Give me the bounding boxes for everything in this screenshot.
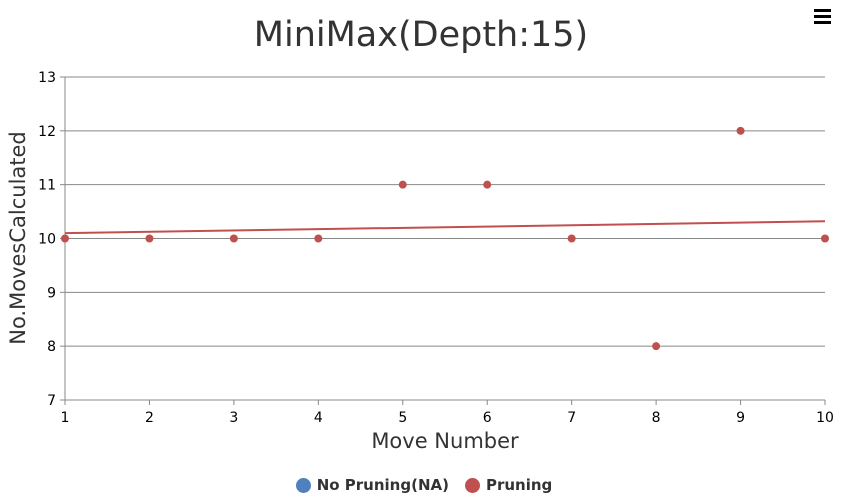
x-tick-label: 3 [229,410,238,426]
legend-label: Pruning [485,476,553,494]
y-tick-label: 10 [38,232,56,248]
x-tick-label: 8 [652,410,661,426]
data-point[interactable] [314,234,323,243]
data-point[interactable] [652,342,661,351]
y-tick-label: 9 [47,285,56,301]
y-tick-label: 8 [47,339,56,355]
data-point[interactable] [736,126,745,135]
y-tick-label: 11 [38,178,56,194]
data-point[interactable] [229,234,238,243]
x-tick-label: 9 [736,410,745,426]
x-tick-label: 6 [483,410,492,426]
data-point[interactable] [145,234,154,243]
data-point[interactable] [398,180,407,189]
y-tick-label: 13 [38,70,56,86]
x-tick-label: 7 [567,410,576,426]
y-tick-label: 7 [47,393,56,409]
trendlines [64,220,826,235]
data-point[interactable] [61,234,69,243]
legend-label: No Pruning(NA) [316,476,449,494]
chart-title: MiniMax(Depth:15) [254,15,588,55]
data-point[interactable] [567,234,576,243]
x-tick-label: 5 [398,410,407,426]
legend-marker [295,477,311,493]
data-point[interactable] [483,180,492,189]
legend-item[interactable]: No Pruning(NA) [295,476,449,494]
trendline [64,220,826,235]
y-axis-label: No.MovesCalculated [6,131,30,345]
legend-item[interactable]: Pruning [464,476,553,494]
x-axis-label: Move Number [371,429,519,453]
hamburger-menu-icon[interactable] [814,6,834,26]
x-tick-label: 10 [816,410,834,426]
data-points [61,126,829,351]
gridlines [65,76,825,347]
x-tick-label: 1 [61,410,70,426]
x-tick-label: 2 [145,410,154,426]
legend-marker [464,477,480,493]
data-point[interactable] [821,234,829,243]
legend: No Pruning(NA) Pruning [0,476,848,494]
x-tick-label: 4 [314,410,323,426]
y-tick-label: 12 [38,124,56,140]
